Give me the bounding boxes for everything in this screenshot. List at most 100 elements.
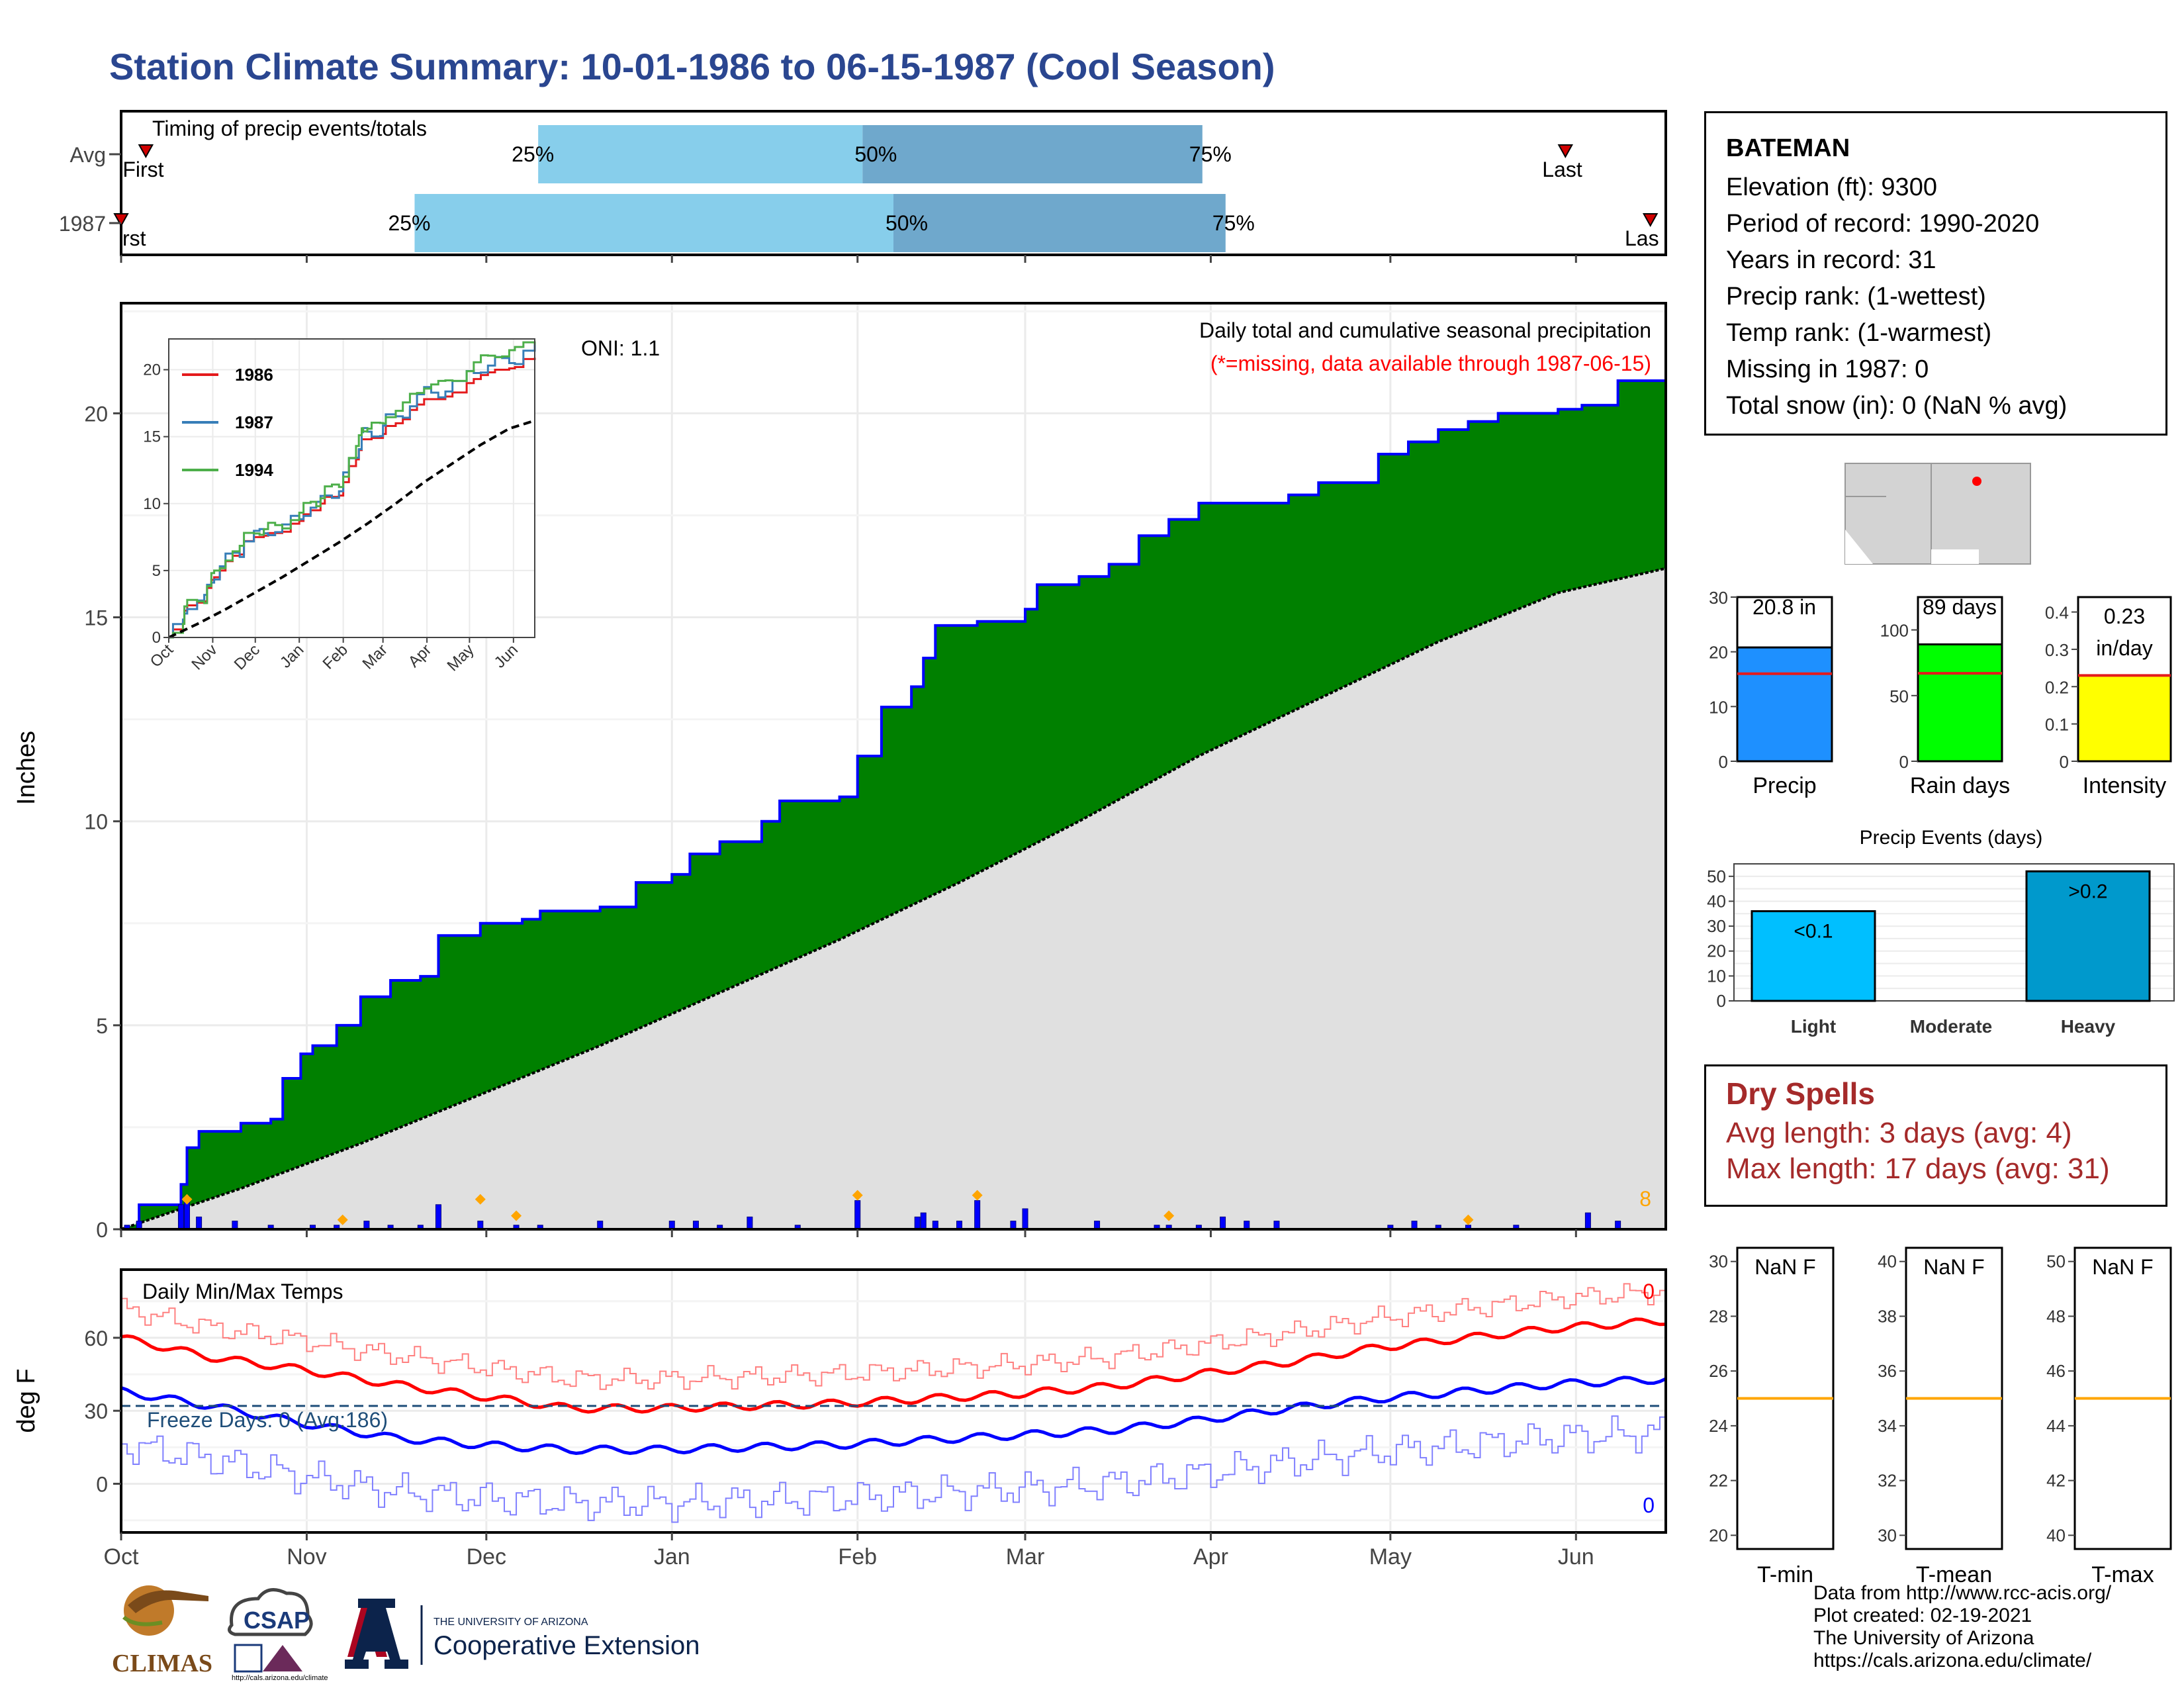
month-label: Oct [104, 1544, 139, 1570]
y-tick-label: 5 [96, 1014, 108, 1038]
precip-event-category: Moderate [1910, 1016, 1992, 1037]
ua-big-text: Cooperative Extension [433, 1631, 700, 1660]
summary-y-tick-label: 0.3 [2045, 640, 2069, 660]
first-label: First [122, 158, 163, 181]
dry-spells-max: Max length: 17 days (avg: 31) [1726, 1152, 2110, 1185]
events-y-tick-label: 20 [1707, 941, 1726, 961]
timing-row-label: Avg [69, 143, 106, 167]
month-label: Jun [1558, 1544, 1594, 1570]
y-tick-label: 20 [84, 402, 108, 426]
ua-logo: THE UNIVERSITY OF ARIZONA Cooperative Ex… [345, 1599, 700, 1669]
temp-box-y-tick-label: 42 [2046, 1471, 2066, 1491]
timing-pct-75: 75% [1189, 142, 1232, 166]
page-title: Station Climate Summary: 10-01-1986 to 0… [109, 46, 1275, 87]
average-area [121, 568, 1666, 1229]
csap-text: CSAP [244, 1607, 310, 1634]
temp-box-name: T-mean [1916, 1562, 1992, 1587]
timing-pct-75: 75% [1212, 211, 1255, 235]
month-label: May [1369, 1544, 1412, 1570]
credits: Data from http://www.rcc-acis.org/ Plot … [1813, 1582, 2111, 1672]
heavy-event-marker [852, 1190, 863, 1201]
avg-max-temp-line [120, 1317, 1666, 1414]
temp-box-y-tick-label: 40 [2046, 1525, 2066, 1545]
temp-box-y-tick-label: 46 [2046, 1361, 2066, 1381]
csap-logo: CSAP http://cals.arizona.edu/climate [228, 1588, 328, 1681]
daily-min-temp-line [121, 1415, 1666, 1523]
inset-series-line [169, 341, 536, 639]
station-snow: Total snow (in): 0 (NaN % avg) [1726, 392, 2068, 420]
y-tick-label: 0 [96, 1218, 108, 1242]
last-label: Last [1542, 158, 1582, 181]
events-y-tick-label: 0 [1717, 991, 1726, 1011]
temp-box-value-label: NaN F [1923, 1255, 1984, 1279]
daily-precip-bar [196, 1216, 203, 1230]
temp-panel-border [120, 1268, 1667, 1534]
summary-bar [1917, 643, 2003, 763]
heavy-event-marker [475, 1194, 486, 1205]
summary-bar-name: Intensity [2083, 773, 2167, 798]
first-label: rst [122, 226, 146, 250]
daily-max-temp-line [121, 1283, 1666, 1390]
precip-event-bar-label: <0.1 [1794, 921, 1833, 943]
map-notch [1845, 530, 1873, 564]
first-marker [138, 144, 154, 159]
precip-event-bar [1751, 910, 1876, 1002]
timing-pct-50: 50% [886, 211, 928, 235]
oni-label: ONI: 1.1 [581, 336, 660, 360]
timing-bar-q2 [862, 125, 1203, 183]
temp-box-y-tick-label: 34 [1878, 1416, 1897, 1436]
summary-bar-name: Rain days [1910, 773, 2010, 798]
main-panel-border [120, 302, 1667, 1231]
first-marker [113, 213, 129, 228]
logos: CLIMAS CSAP http://cals.arizona.edu/clim… [112, 1585, 700, 1681]
daily-precip-bar [974, 1200, 981, 1230]
precip-event-category: Light [1791, 1016, 1836, 1037]
summary-y-tick-label: 0.4 [2045, 603, 2069, 623]
average-cumulative-line [120, 567, 1666, 1231]
temp-box-y-tick-label: 28 [1709, 1306, 1728, 1326]
summary-y-tick-label: 30 [1709, 588, 1728, 608]
month-label: Mar [1006, 1544, 1045, 1570]
temp-box-value-label: NaN F [2092, 1255, 2153, 1279]
events-y-tick-label: 50 [1707, 867, 1726, 886]
inset-y-tick-label: 0 [152, 629, 161, 647]
temp-box-value-label: NaN F [1754, 1255, 1815, 1279]
timing-pct-25: 25% [512, 142, 554, 166]
daily-precip-bar [854, 1200, 861, 1230]
y-tick-label: 10 [84, 810, 108, 834]
temp-box-name: T-max [2091, 1562, 2154, 1587]
inset-y-tick-label: 5 [152, 562, 161, 580]
map-notch-2 [1931, 549, 1979, 564]
heavy-event-marker [1463, 1214, 1474, 1225]
temp-box-y-tick-label: 48 [2046, 1306, 2066, 1326]
intensity-value-label: 0.23 [2104, 604, 2145, 628]
station-missing: Missing in 1987: 0 [1726, 355, 1929, 383]
month-label: Dec [467, 1544, 506, 1570]
last-label: Las [1625, 226, 1659, 250]
precip-event-bar [2025, 870, 2151, 1002]
credit-created: Plot created: 02-19-2021 [1813, 1605, 2032, 1626]
timing-bar-q1 [538, 125, 863, 183]
month-label: Apr [1193, 1544, 1228, 1570]
summary-y-tick-label: 0.1 [2045, 715, 2069, 735]
temp-box-y-tick-label: 44 [2046, 1416, 2066, 1436]
daily-precip-bar [1220, 1216, 1226, 1230]
cumulative-1987-line [121, 376, 1667, 1231]
inset-average-line [168, 419, 535, 639]
station-name: BATEMAN [1726, 134, 1850, 162]
intensity-unit-label: in/day [2096, 636, 2152, 660]
main-note-title: Daily total and cumulative seasonal prec… [1199, 318, 1651, 342]
timing-bar-q1 [414, 194, 893, 252]
event-count-label: 8 [1639, 1187, 1651, 1211]
temp-box-y-tick-label: 30 [1878, 1525, 1897, 1545]
summary-y-tick-label: 100 [1880, 621, 1909, 641]
timing-row-label: 1987 [59, 212, 106, 236]
surplus-area [121, 376, 1666, 1230]
month-label: Nov [287, 1544, 326, 1570]
summary-y-tick-label: 0 [1719, 752, 1728, 772]
month-label: Feb [838, 1544, 877, 1570]
timing-bar-q2 [893, 194, 1226, 252]
temp-box-y-tick-label: 26 [1709, 1361, 1728, 1381]
rain-days-label: 89 days [1923, 595, 1997, 619]
events-y-tick-label: 40 [1707, 891, 1726, 911]
